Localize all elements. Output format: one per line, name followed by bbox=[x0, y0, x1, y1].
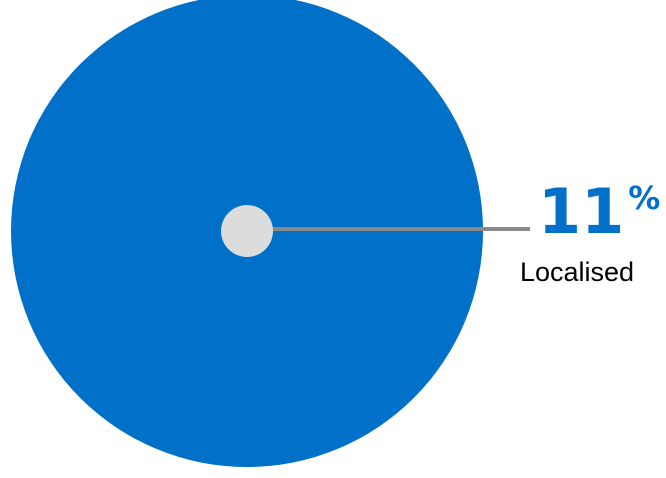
value-label-part: 11 bbox=[538, 175, 624, 248]
center-dot bbox=[221, 205, 273, 257]
value-label-part: % bbox=[628, 179, 660, 217]
value-label: 11% bbox=[538, 175, 660, 248]
category-label: Localised bbox=[520, 257, 634, 287]
